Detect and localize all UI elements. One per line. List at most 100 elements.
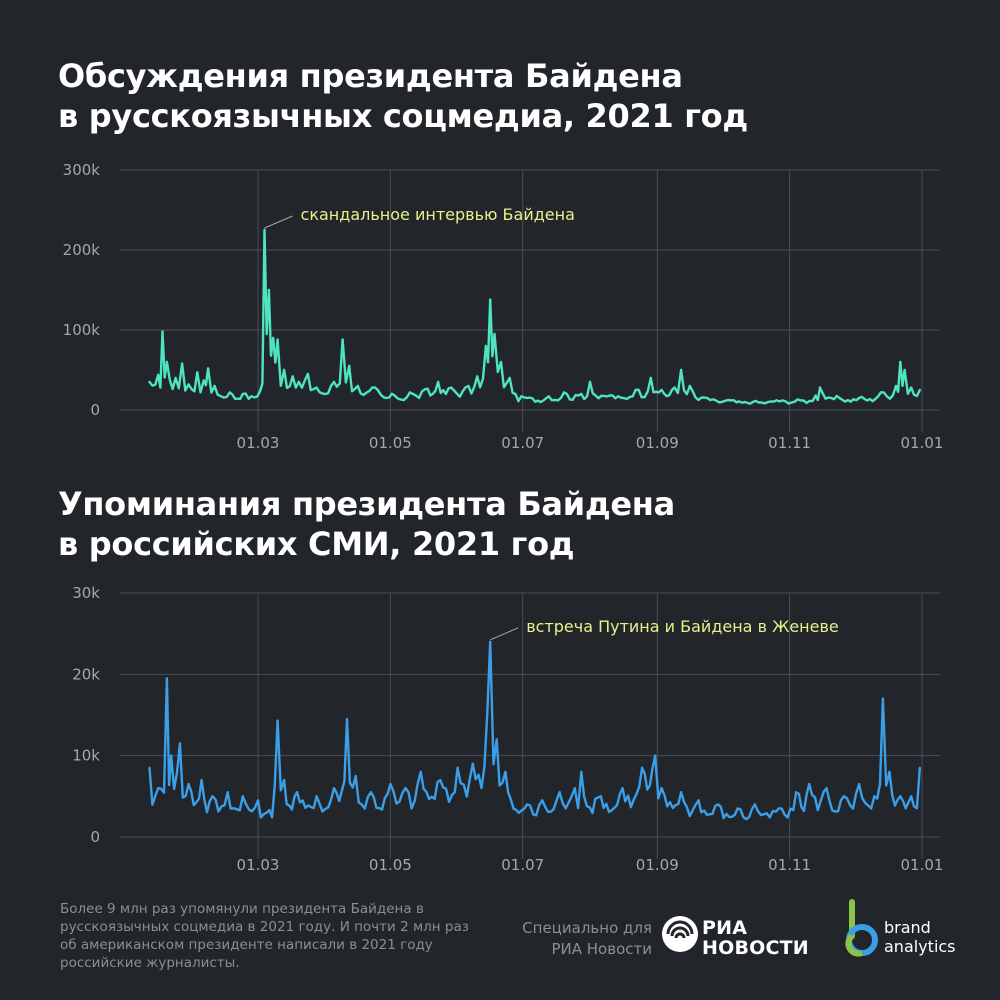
data-point (449, 386, 453, 389)
data-point (525, 803, 529, 806)
annotation-label: встреча Путина и Байдена в Женеве (526, 617, 839, 636)
data-point (393, 394, 396, 397)
chart1-title: Обсуждения президента Байдена в русскояз… (58, 56, 748, 136)
footer-note: Более 9 млн раз упомянули президента Бай… (60, 901, 469, 971)
data-point (436, 380, 440, 384)
data-point (206, 367, 210, 370)
data-point (295, 791, 299, 794)
data-point (241, 392, 245, 396)
data-point (499, 360, 503, 364)
data-point (165, 677, 169, 680)
chart2-title-line2: в российских СМИ, 2021 год (58, 525, 575, 563)
data-point (157, 787, 160, 790)
data-point (547, 395, 550, 398)
data-point (493, 332, 496, 336)
data-point (525, 396, 529, 400)
data-point (660, 787, 663, 790)
data-point (187, 383, 190, 386)
data-point (799, 399, 802, 402)
data-point (621, 787, 624, 790)
data-point (918, 388, 922, 392)
x-tick-label: 01.09 (636, 434, 679, 452)
data-point (562, 391, 566, 394)
data-point (306, 372, 310, 376)
data-point (599, 795, 603, 798)
data-point (471, 762, 475, 765)
data-point (899, 360, 902, 364)
data-point (282, 368, 286, 372)
data-point (345, 717, 349, 721)
data-point (187, 782, 190, 786)
data-point (649, 376, 652, 380)
gridlines (120, 592, 940, 859)
data-point (716, 803, 720, 806)
data-point (419, 770, 422, 774)
ria-logo-line2: НОВОСТИ (702, 937, 809, 959)
data-point (857, 396, 861, 400)
ria-logo-icon (662, 916, 698, 952)
annotation-leader (264, 215, 293, 229)
data-point (148, 766, 151, 770)
x-tick-label: 01.07 (501, 434, 544, 452)
data-point (282, 778, 286, 782)
x-tick-label: 01.07 (501, 856, 544, 874)
data-point (541, 799, 544, 802)
data-point (679, 791, 683, 794)
data-point (213, 384, 216, 388)
x-tick-label: 01.05 (369, 434, 412, 452)
data-point (729, 399, 733, 402)
data-point (373, 386, 377, 389)
data-point (580, 392, 583, 396)
x-tick-label: 01.01 (901, 856, 944, 874)
data-point (263, 228, 266, 232)
data-point (903, 368, 906, 372)
data-point (315, 795, 318, 798)
data-point (825, 787, 828, 790)
data-point (272, 336, 275, 340)
x-tick-label: 01.11 (768, 434, 811, 452)
data-point (356, 384, 360, 388)
data-point (369, 791, 373, 794)
data-point (404, 787, 407, 790)
data-point (475, 375, 479, 378)
brand-analytics-logo: brand analytics (840, 898, 970, 962)
data-point (888, 770, 891, 774)
data-point (174, 376, 177, 380)
data-point (673, 386, 676, 389)
data-point (899, 795, 902, 798)
data-point (456, 766, 459, 770)
data-point (573, 787, 577, 790)
data-point (794, 791, 798, 794)
data-point (838, 396, 841, 400)
data-point (558, 791, 561, 794)
data-point (211, 795, 214, 798)
y-tick-label: 0 (90, 401, 100, 419)
data-point (165, 360, 169, 364)
data-points (148, 228, 922, 404)
data-point (488, 640, 492, 643)
credit-line2: РИА Новости (551, 940, 652, 958)
media-chart: 0 10k 20k 30k 01.03 01.05 01.07 01.09 01.11 01.01… (72, 584, 944, 874)
data-point (775, 399, 778, 402)
data-point (341, 338, 344, 341)
x-tick-label: 01.05 (369, 856, 412, 874)
chart1-title-line2: в русскоязычных соцмедиа, 2021 год (58, 97, 748, 135)
annotation-label: скандальное интервью Байдена (301, 205, 575, 224)
data-point (200, 778, 203, 782)
data-point (640, 766, 644, 770)
data-point (777, 807, 780, 810)
data-point (228, 391, 232, 394)
ria-logo: РИА НОВОСТИ (660, 914, 820, 960)
x-tick-label: 01.03 (237, 856, 280, 874)
social-media-chart: 0 100k 200k 300k 01.03 01.05 01.07 01.09 01.11 01… (63, 161, 944, 452)
data-point (148, 380, 151, 384)
data-point (909, 386, 913, 389)
data-point (291, 375, 294, 378)
series-line (148, 640, 921, 821)
y-tick-label: 20k (72, 665, 100, 683)
data-point (196, 371, 199, 374)
data-point (504, 770, 507, 774)
chart1-title-line1: Обсуждения президента Байдена (58, 57, 683, 95)
data-point (705, 396, 709, 400)
brand-analytics-icon (845, 899, 878, 957)
